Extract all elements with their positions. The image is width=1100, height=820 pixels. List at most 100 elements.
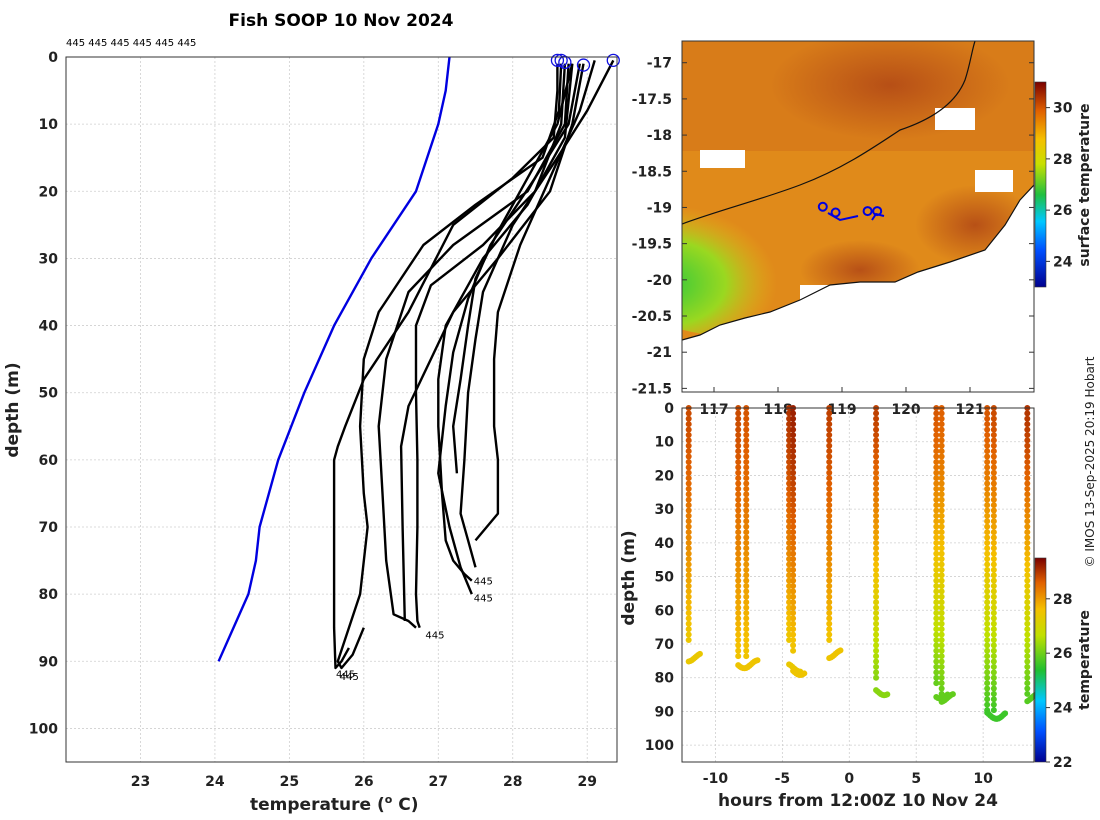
- cast-point: [790, 566, 797, 573]
- cast-point: [938, 583, 945, 590]
- cast-point: [826, 620, 833, 627]
- cast-point: [685, 410, 692, 417]
- cast-point: [735, 512, 742, 519]
- cast-point: [873, 631, 880, 638]
- cast-point: [873, 566, 880, 573]
- cast-point: [1024, 426, 1031, 433]
- cast-point: [990, 690, 997, 697]
- cast-point: [1024, 642, 1031, 649]
- cast-point: [790, 421, 797, 428]
- cast-point: [984, 615, 991, 622]
- cast-point: [790, 523, 797, 530]
- cast-point: [790, 518, 797, 525]
- cast-point: [790, 415, 797, 422]
- cast-point: [938, 485, 945, 492]
- cast-point: [990, 512, 997, 519]
- cast-point: [743, 572, 750, 579]
- cast-point: [984, 599, 991, 606]
- cast-point: [933, 518, 940, 525]
- cast-point: [685, 448, 692, 455]
- time-section-ytick-label: 20: [655, 468, 675, 484]
- cast-point: [735, 480, 742, 487]
- cast-point: [790, 448, 797, 455]
- cast-point: [990, 496, 997, 503]
- cast-point: [790, 529, 797, 536]
- profiles-xlabel-main: temperature (: [250, 795, 385, 815]
- cast-point: [685, 491, 692, 498]
- cast-point: [1024, 663, 1031, 670]
- cast-point: [826, 437, 833, 444]
- profiles-markers: [550, 53, 620, 72]
- cast-point: [938, 410, 945, 417]
- cast-point: [826, 593, 833, 600]
- profiles-xtick-label: 24: [205, 774, 225, 790]
- cast-point: [1024, 647, 1031, 654]
- map-xtick-label: 120: [891, 402, 920, 418]
- cast-point: [933, 453, 940, 460]
- cast-point: [743, 469, 750, 476]
- cast-point: [826, 566, 833, 573]
- cast-point: [938, 620, 945, 627]
- cast-point: [990, 469, 997, 476]
- cast-point: [873, 415, 880, 422]
- cast-point: [873, 599, 880, 606]
- cast-point: [990, 647, 997, 654]
- cast-point: [735, 534, 742, 541]
- profile-start-marker: [550, 53, 565, 68]
- cast-point: [933, 410, 940, 417]
- cast-point: [685, 480, 692, 487]
- cast-point: [938, 631, 945, 638]
- cast-point: [743, 561, 750, 568]
- cast-point: [873, 502, 880, 509]
- cast-point: [685, 485, 692, 492]
- cast-point: [1024, 453, 1031, 460]
- cast-point: [933, 658, 940, 665]
- cast-point: [743, 464, 750, 471]
- cast-point: [990, 529, 997, 536]
- cast-point: [826, 572, 833, 579]
- cast-point: [933, 545, 940, 552]
- cast-point: [938, 685, 945, 692]
- cast-point: [1024, 502, 1031, 509]
- cast-point: [826, 604, 833, 611]
- profile-line: [459, 59, 615, 568]
- cast-bottom-point: [884, 691, 891, 698]
- temp-colorbar-tick-label: 28: [1053, 592, 1072, 608]
- cast-point: [1024, 626, 1031, 633]
- cast-point: [938, 636, 945, 643]
- cast-point: [790, 491, 797, 498]
- cast-point: [743, 583, 750, 590]
- cast-point: [1024, 572, 1031, 579]
- cast-point: [984, 475, 991, 482]
- cast-point: [826, 415, 833, 422]
- cast-point: [826, 410, 833, 417]
- cast-point: [873, 529, 880, 536]
- profiles-title: Fish SOOP 10 Nov 2024: [229, 11, 454, 31]
- cast-point: [735, 631, 742, 638]
- time-section-ytick-label: 70: [655, 637, 675, 653]
- map-xtick-label: 119: [827, 402, 856, 418]
- cast-point: [735, 620, 742, 627]
- cast-point: [790, 534, 797, 541]
- cast-point: [990, 696, 997, 703]
- cast-point: [933, 561, 940, 568]
- cast-point: [990, 464, 997, 471]
- cast-point: [990, 620, 997, 627]
- cast-point: [938, 426, 945, 433]
- cast-point: [826, 518, 833, 525]
- cast-point: [685, 577, 692, 584]
- cast-point: [933, 669, 940, 676]
- profile-line: [414, 63, 567, 629]
- cast-point: [984, 685, 991, 692]
- cast-point: [685, 561, 692, 568]
- cast-point: [990, 431, 997, 438]
- cast-point: [735, 442, 742, 449]
- cast-point: [984, 669, 991, 676]
- profile-end-label: 445: [425, 630, 444, 641]
- cast-point: [990, 609, 997, 616]
- cast-point: [990, 534, 997, 541]
- cast-point: [735, 561, 742, 568]
- cast-point: [990, 410, 997, 417]
- cast-point: [873, 453, 880, 460]
- cast-point: [743, 437, 750, 444]
